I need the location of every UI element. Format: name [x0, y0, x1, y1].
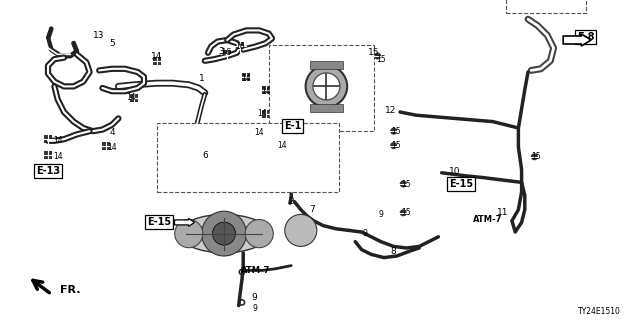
Text: 5: 5 — [109, 39, 115, 48]
Text: E-15: E-15 — [449, 179, 473, 189]
Circle shape — [390, 128, 397, 135]
Text: 15: 15 — [531, 152, 541, 161]
Circle shape — [400, 209, 406, 216]
Text: 12: 12 — [385, 106, 396, 115]
Text: 14: 14 — [126, 93, 136, 102]
Bar — [506, 0, 586, 13]
Text: 9: 9 — [378, 210, 383, 219]
Circle shape — [240, 245, 244, 248]
Text: 16: 16 — [235, 42, 245, 51]
Bar — [310, 60, 343, 68]
Ellipse shape — [179, 214, 269, 253]
Text: 9: 9 — [362, 229, 367, 238]
FancyArrow shape — [175, 218, 195, 227]
Text: 15: 15 — [376, 55, 386, 64]
Text: 4: 4 — [109, 128, 115, 137]
Text: 14: 14 — [241, 74, 252, 83]
Bar — [259, 129, 266, 137]
Text: 14: 14 — [254, 128, 264, 137]
Bar — [269, 45, 374, 131]
Bar — [131, 93, 138, 101]
Circle shape — [285, 214, 317, 246]
Circle shape — [306, 66, 348, 107]
Bar — [102, 142, 109, 150]
Text: 15: 15 — [390, 141, 401, 150]
Text: 9: 9 — [252, 293, 257, 302]
Bar — [243, 73, 250, 81]
Text: 1: 1 — [199, 74, 204, 83]
Text: 14: 14 — [257, 109, 268, 118]
Bar — [44, 151, 52, 159]
Bar — [236, 43, 244, 51]
Text: 14: 14 — [260, 87, 271, 96]
Text: 9: 9 — [252, 239, 257, 248]
Circle shape — [239, 243, 245, 250]
Text: E-8: E-8 — [577, 32, 595, 42]
Bar — [153, 57, 161, 65]
Circle shape — [313, 73, 340, 100]
Text: 14: 14 — [52, 152, 63, 161]
Circle shape — [374, 52, 381, 60]
Bar — [262, 86, 269, 94]
Circle shape — [245, 220, 273, 248]
Text: ATM-7: ATM-7 — [241, 266, 271, 275]
Text: FR.: FR. — [60, 285, 80, 295]
Circle shape — [212, 222, 236, 245]
Circle shape — [239, 268, 245, 276]
Text: 3: 3 — [218, 47, 223, 56]
Text: E-1: E-1 — [284, 121, 301, 132]
Text: 14: 14 — [52, 136, 63, 145]
Circle shape — [239, 299, 245, 306]
Text: 15: 15 — [401, 180, 412, 188]
Text: 14: 14 — [107, 143, 117, 152]
Bar — [44, 135, 52, 143]
FancyArrow shape — [563, 34, 591, 46]
Text: E-13: E-13 — [36, 166, 60, 176]
Text: 11: 11 — [497, 208, 508, 217]
Text: 15: 15 — [368, 48, 380, 57]
Text: 9: 9 — [252, 304, 257, 313]
Bar — [278, 142, 285, 150]
Circle shape — [175, 220, 203, 248]
Text: E-15: E-15 — [147, 217, 172, 228]
Text: 6: 6 — [202, 151, 207, 160]
Text: 10: 10 — [449, 167, 460, 176]
Circle shape — [531, 153, 538, 160]
Text: 2: 2 — [289, 197, 294, 206]
Circle shape — [240, 301, 244, 304]
Circle shape — [390, 142, 397, 149]
Bar — [157, 123, 339, 192]
Text: 14: 14 — [151, 52, 163, 60]
Bar — [262, 109, 269, 118]
Text: 16: 16 — [221, 48, 233, 57]
Text: 7: 7 — [310, 205, 315, 214]
Text: 8: 8 — [391, 247, 396, 256]
Circle shape — [202, 211, 246, 256]
Text: 14: 14 — [276, 141, 287, 150]
Text: TY24E1510: TY24E1510 — [578, 308, 621, 316]
Circle shape — [400, 180, 406, 188]
Text: ATM-7: ATM-7 — [473, 215, 502, 224]
Text: 15: 15 — [390, 127, 401, 136]
Text: 13: 13 — [93, 31, 105, 40]
Bar — [223, 51, 231, 59]
Circle shape — [240, 270, 244, 274]
Text: 15: 15 — [401, 208, 412, 217]
Bar — [310, 104, 343, 112]
